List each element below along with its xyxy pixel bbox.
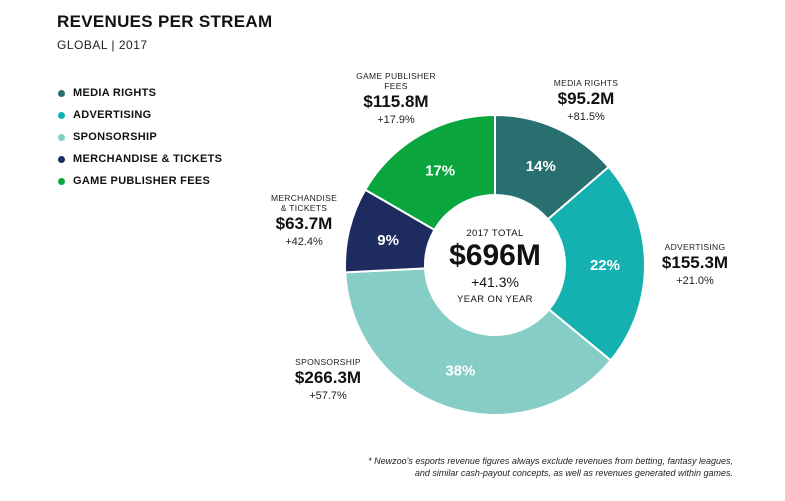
callout-value-merchandise-tickets: $63.7M xyxy=(275,214,333,233)
legend-item-game-publisher-fees: GAME PUBLISHER FEES xyxy=(58,170,222,192)
legend-label-media-rights: MEDIA RIGHTS xyxy=(73,87,157,99)
callout-game-publisher-fees: GAME PUBLISHER FEES $115.8M +17.9% xyxy=(341,71,451,127)
legend-item-advertising: ADVERTISING xyxy=(58,104,222,126)
callout-label-advertising: ADVERTISING xyxy=(664,242,726,252)
callout-value-game-publisher-fees: $115.8M xyxy=(363,92,429,111)
center-total-change: +41.3% xyxy=(471,274,519,290)
callout-change-game-publisher-fees: +17.9% xyxy=(377,114,415,126)
footnote-line-2: and similar cash-payout concepts, as wel… xyxy=(414,468,733,478)
center-total-label: 2017 TOTAL xyxy=(466,228,524,239)
footnote-line-1: * Newzoo's esports revenue figures alway… xyxy=(368,456,733,466)
legend-label-advertising: ADVERTISING xyxy=(73,109,152,121)
slice-percent-label-media-rights: 14% xyxy=(526,158,556,175)
legend-label-game-publisher-fees: GAME PUBLISHER FEES xyxy=(73,175,211,187)
legend-item-media-rights: MEDIA RIGHTS xyxy=(58,82,222,104)
callout-label-merchandise-tickets-line1: MERCHANDISE xyxy=(270,193,338,203)
callout-value-sponsorship: $266.3M xyxy=(294,368,362,387)
legend: MEDIA RIGHTS ADVERTISING SPONSORSHIP MER… xyxy=(58,82,222,192)
legend-swatch-merchandise-tickets xyxy=(58,155,65,163)
legend-item-merchandise-tickets: MERCHANDISE & TICKETS xyxy=(58,148,222,170)
callout-merchandise-tickets: MERCHANDISE & TICKETS $63.7M +42.4% xyxy=(249,193,359,249)
chart-subtitle: GLOBAL | 2017 xyxy=(57,38,148,52)
callout-change-advertising: +21.0% xyxy=(676,275,714,287)
callout-value-advertising: $155.3M xyxy=(661,253,729,272)
callout-label-game-publisher-fees-line1: GAME PUBLISHER xyxy=(356,71,436,81)
donut-hole xyxy=(426,196,564,334)
legend-swatch-advertising xyxy=(58,111,65,119)
chart-title: REVENUES PER STREAM xyxy=(57,12,273,31)
callout-media-rights: MEDIA RIGHTS $95.2M +81.5% xyxy=(531,78,641,124)
slice-percent-label-merchandise-tickets: 9% xyxy=(377,232,399,249)
legend-swatch-sponsorship xyxy=(58,133,65,141)
slice-percent-label-advertising: 22% xyxy=(590,257,620,274)
legend-item-sponsorship: SPONSORSHIP xyxy=(58,126,222,148)
callout-value-media-rights: $95.2M xyxy=(557,89,615,108)
callout-advertising: ADVERTISING $155.3M +21.0% xyxy=(640,242,750,288)
callout-change-sponsorship: +57.7% xyxy=(309,390,347,402)
footnote: * Newzoo's esports revenue figures alway… xyxy=(273,455,733,479)
callout-label-sponsorship: SPONSORSHIP xyxy=(295,357,361,367)
donut-slice-game-publisher-fees xyxy=(363,113,496,232)
legend-label-sponsorship: SPONSORSHIP xyxy=(73,131,157,143)
donut-slice-sponsorship xyxy=(344,267,613,416)
slice-percent-label-sponsorship: 38% xyxy=(445,362,475,379)
center-total-value: $696M xyxy=(449,239,541,272)
center-total-sublabel: YEAR ON YEAR xyxy=(457,294,533,305)
callout-change-media-rights: +81.5% xyxy=(567,111,605,123)
callout-label-merchandise-tickets-line2: & TICKETS xyxy=(280,203,328,213)
callout-label-media-rights: MEDIA RIGHTS xyxy=(553,78,619,88)
slice-percent-label-game-publisher-fees: 17% xyxy=(425,163,455,180)
legend-label-merchandise-tickets: MERCHANDISE & TICKETS xyxy=(73,153,223,165)
donut-slice-advertising xyxy=(546,165,646,362)
legend-swatch-media-rights xyxy=(58,89,65,97)
callout-sponsorship: SPONSORSHIP $266.3M +57.7% xyxy=(273,357,383,403)
callout-label-game-publisher-fees-line2: FEES xyxy=(384,81,408,91)
donut-center: 2017 TOTAL $696M +41.3% YEAR ON YEAR xyxy=(435,228,555,305)
callout-change-merchandise-tickets: +42.4% xyxy=(285,236,323,248)
legend-swatch-game-publisher-fees xyxy=(58,177,65,185)
